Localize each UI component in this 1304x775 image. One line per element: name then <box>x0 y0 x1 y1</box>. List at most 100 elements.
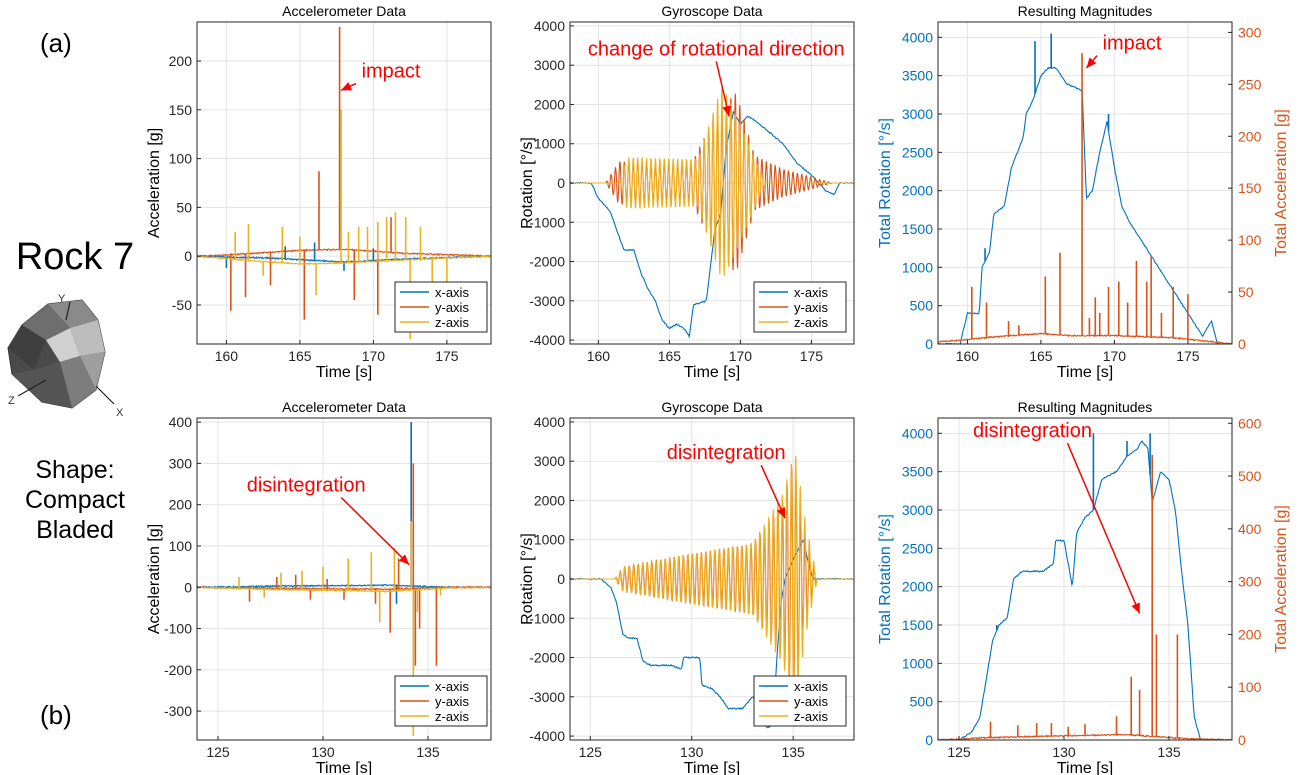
y-tick-label: 1500 <box>902 221 933 237</box>
chart-title: Accelerometer Data <box>282 399 406 415</box>
shape-line-2: Compact <box>24 486 126 514</box>
y-tick-label: 500 <box>910 298 934 314</box>
y-tick-label: 100 <box>169 151 193 167</box>
rock-face <box>22 304 70 340</box>
y-tick-label: -4000 <box>529 332 565 348</box>
y-tick-label: 300 <box>169 455 193 471</box>
legend-label: y-axis <box>794 300 828 315</box>
annotation-arrow-head <box>776 507 786 519</box>
y-tick-label: 1000 <box>534 532 565 548</box>
y-tick-label: 0 <box>184 248 192 264</box>
series-x-axis-line <box>570 110 854 339</box>
annotation-text: disintegration <box>247 474 366 496</box>
legend-label: z-axis <box>435 315 469 330</box>
y-tick-label: -3000 <box>529 689 565 705</box>
y-tick-label: 3000 <box>534 57 565 73</box>
rock-title: Rock 7 <box>15 236 135 278</box>
shape-line-1: Shape: <box>35 456 115 484</box>
y-axis-label: Total Rotation [°/s] <box>877 514 894 644</box>
y-tick-label: 400 <box>169 414 193 430</box>
y-axis-label: Rotation [°/s] <box>519 533 536 625</box>
y-right-tick-label: 100 <box>1238 232 1262 248</box>
y-tick-label: 0 <box>557 571 565 587</box>
panel-label-b: (b) <box>40 700 72 730</box>
y-tick-label: 2000 <box>902 183 933 199</box>
plot-frame <box>196 417 492 741</box>
y-tick-label: 150 <box>169 102 193 118</box>
y-tick-label: -1000 <box>529 214 565 230</box>
x-axis-label: Time [s] <box>1057 760 1113 775</box>
x-tick-label: 160 <box>215 348 239 364</box>
y-tick-label: 0 <box>184 579 192 595</box>
legend-label: z-axis <box>435 709 469 724</box>
plot-frame <box>196 21 492 345</box>
rock-axis-line <box>95 385 115 405</box>
annotation-arrow-head <box>722 105 732 117</box>
chart-title: Resulting Magnitudes <box>1018 399 1153 415</box>
y-tick-label: 2500 <box>902 540 933 556</box>
rock-face <box>80 352 105 390</box>
y-tick-label: -2000 <box>529 254 565 270</box>
series-z-axis-line <box>570 455 854 701</box>
legend-label: x-axis <box>435 679 469 694</box>
y-tick-label: 0 <box>925 336 933 352</box>
series-total-rotation-line <box>938 66 1232 344</box>
y-tick-label: -1000 <box>529 610 565 626</box>
annotation-arrow-head <box>398 554 410 565</box>
rock-face <box>12 362 72 408</box>
rock-axis-letter: Z <box>8 395 15 407</box>
y-right-tick-label: 200 <box>1238 626 1262 642</box>
x-tick-label: 125 <box>206 744 230 760</box>
annotation-text: disintegration <box>973 420 1092 442</box>
annotation-arrow-line <box>1066 442 1141 614</box>
plot-frame <box>937 21 1233 345</box>
y-tick-label: -200 <box>164 662 192 678</box>
y-axis-label: Acceleration [g] <box>146 524 163 634</box>
shape-label: Shape: Compact Bladed <box>20 455 130 545</box>
y-tick-label: -50 <box>172 297 192 313</box>
x-tick-label: 165 <box>658 348 682 364</box>
y-right-tick-label: 250 <box>1238 76 1262 92</box>
y-tick-label: 3500 <box>902 464 933 480</box>
series-group <box>570 455 854 729</box>
y-tick-label: 2000 <box>902 579 933 595</box>
series-total-rotation-line <box>938 440 1232 740</box>
y-axis-label: Rotation [°/s] <box>519 137 536 229</box>
x-tick-label: 135 <box>416 744 440 760</box>
series-group <box>938 33 1232 344</box>
y-tick-label: 0 <box>557 175 565 191</box>
x-axis-label: Time [s] <box>316 760 372 775</box>
y-right-axis-label: Total Acceleration [g] <box>1273 505 1290 653</box>
y-right-tick-label: 150 <box>1238 180 1262 196</box>
annotation-text: impact <box>362 61 421 83</box>
y-right-tick-label: 300 <box>1238 574 1262 590</box>
y-tick-label: 50 <box>176 199 192 215</box>
y-right-tick-label: 200 <box>1238 128 1262 144</box>
y-tick-label: 100 <box>169 538 193 554</box>
x-axis-label: Time [s] <box>684 364 740 381</box>
y-tick-label: 2000 <box>534 96 565 112</box>
legend-label: x-axis <box>794 679 828 694</box>
x-tick-label: 165 <box>1029 348 1053 364</box>
y-tick-label: 3000 <box>902 502 933 518</box>
x-tick-label: 135 <box>1157 744 1181 760</box>
y-right-tick-label: 50 <box>1238 284 1254 300</box>
x-tick-label: 125 <box>947 744 971 760</box>
x-tick-label: 130 <box>680 744 704 760</box>
legend-label: z-axis <box>794 709 828 724</box>
chart-title: Accelerometer Data <box>282 3 406 19</box>
panel-label-a: (a) <box>40 28 72 58</box>
series-group <box>938 433 1232 740</box>
series-z-axis-line <box>197 586 491 593</box>
x-tick-label: 175 <box>800 348 824 364</box>
y-tick-label: -3000 <box>529 293 565 309</box>
legend-label: y-axis <box>794 694 828 709</box>
y-tick-label: 4000 <box>902 29 933 45</box>
y-tick-label: 1000 <box>902 655 933 671</box>
plot-frame <box>937 417 1233 741</box>
annotation-text: impact <box>1103 33 1162 55</box>
y-tick-label: 3500 <box>902 68 933 84</box>
rock-axis-letter: Y <box>58 293 66 305</box>
x-axis-label: Time [s] <box>1057 364 1113 381</box>
y-tick-label: 4000 <box>534 414 565 430</box>
